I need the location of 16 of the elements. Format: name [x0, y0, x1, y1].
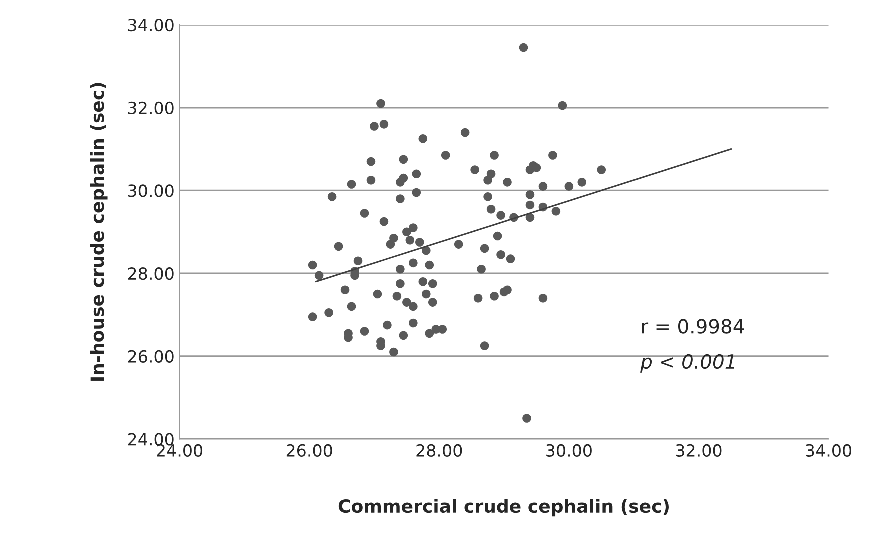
y-tick-label: 32.00 [128, 102, 174, 114]
x-tick-label: 32.00 [676, 444, 722, 457]
annotation: p < 0.001 [640, 354, 734, 373]
y-tick-label: 34.00 [128, 18, 174, 32]
annotation: r = 0.9984 [642, 319, 744, 334]
x-tick-label: 30.00 [546, 444, 592, 457]
x-axis-title: Commercial crude cephalin (sec) [338, 499, 669, 517]
y-tick-label: 28.00 [128, 268, 174, 280]
x-tick-label: 28.00 [416, 444, 462, 457]
y-tick-label: 26.00 [128, 350, 174, 363]
y-tick-label: 30.00 [128, 184, 174, 198]
y-axis-title: In-house crude cephalin (sec) [90, 83, 108, 381]
x-tick-label: 26.00 [286, 444, 332, 457]
y-tick-label: 24.00 [128, 433, 174, 446]
x-tick-label: 34.00 [806, 444, 852, 457]
x-tick-label: 24.00 [157, 444, 203, 457]
